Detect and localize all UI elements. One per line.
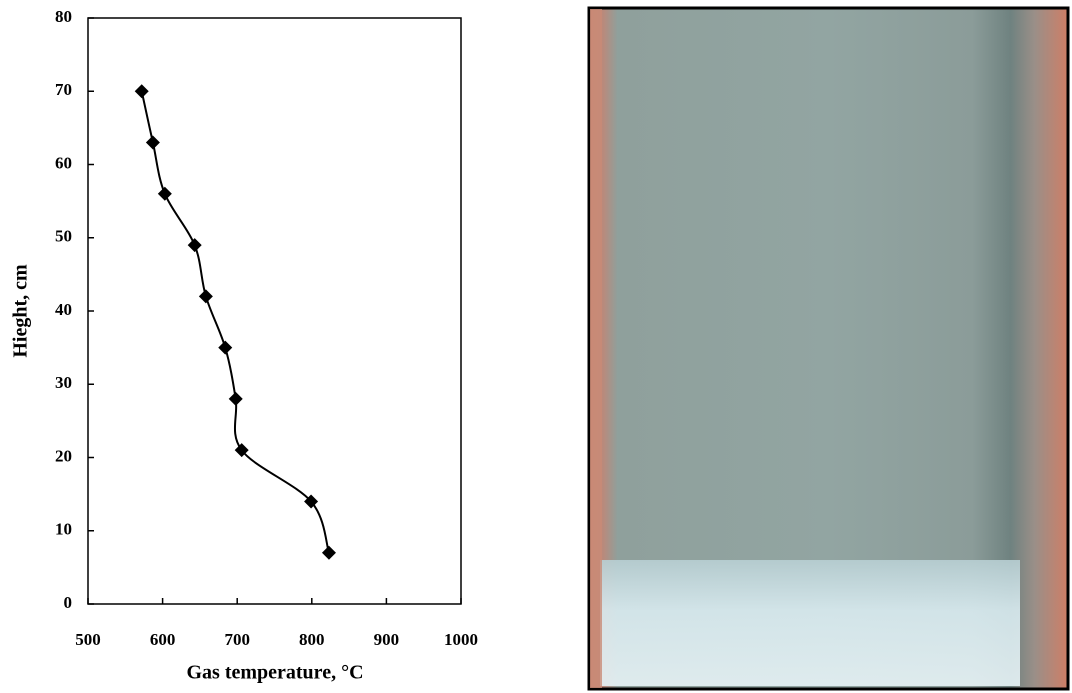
marker: [304, 494, 319, 509]
y-tick-label: 10: [55, 520, 72, 539]
marker: [145, 135, 160, 150]
marker: [228, 391, 243, 406]
photo: [587, 6, 1070, 691]
x-tick-label: 800: [299, 630, 325, 649]
y-tick-label: 60: [55, 153, 72, 172]
y-axis-label: Hieght, cm: [10, 264, 32, 358]
y-tick-label: 30: [55, 373, 72, 392]
y-tick-label: 20: [55, 446, 72, 465]
marker: [134, 84, 149, 99]
y-tick-label: 70: [55, 80, 72, 99]
marker: [198, 289, 213, 304]
x-tick-label: 600: [150, 630, 176, 649]
x-tick-label: 700: [224, 630, 250, 649]
y-tick-label: 80: [55, 7, 72, 26]
marker: [218, 340, 233, 355]
y-tick-label: 0: [64, 593, 73, 612]
y-tick-label: 40: [55, 300, 72, 319]
marker: [187, 238, 202, 253]
marker: [234, 443, 249, 458]
marker: [321, 545, 336, 560]
x-tick-label: 900: [374, 630, 400, 649]
x-tick-label: 1000: [444, 630, 478, 649]
marker: [157, 186, 172, 201]
y-tick-label: 50: [55, 227, 72, 246]
series-line: [140, 91, 330, 554]
x-axis-label: Gas temperature, °C: [186, 662, 363, 684]
x-tick-label: 500: [75, 630, 101, 649]
